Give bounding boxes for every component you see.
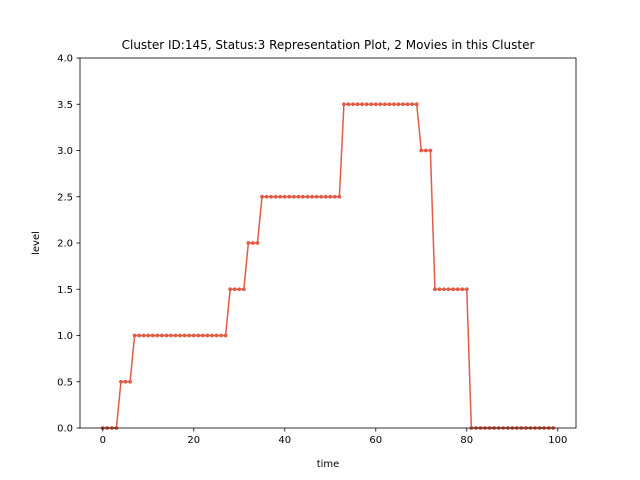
y-tick-label: 0.0	[57, 424, 73, 435]
x-tick-label: 20	[187, 435, 200, 446]
y-tick-label: 2.0	[57, 239, 73, 250]
data-point	[232, 287, 237, 292]
data-point	[173, 333, 178, 338]
data-point	[360, 102, 365, 107]
data-point	[255, 241, 260, 245]
y-axis-ticks: 0.0 0.5 1.0 1.5 2.0 2.5 3.0 3.5 4.0	[57, 54, 80, 435]
data-point	[401, 102, 405, 107]
data-point	[251, 241, 255, 245]
chart-title: Cluster ID:145, Status:3 Representation …	[122, 38, 535, 52]
data-point	[442, 287, 446, 292]
data-point	[451, 287, 456, 292]
x-axis-ticks: 0 20 40 60 80 100	[100, 428, 567, 446]
data-point	[405, 102, 410, 107]
data-point	[464, 287, 469, 292]
data-point	[387, 102, 392, 107]
data-point	[214, 333, 219, 338]
data-point	[392, 102, 396, 107]
data-point	[205, 333, 210, 338]
data-point	[351, 102, 355, 107]
data-point	[328, 194, 333, 199]
y-tick-label: 2.5	[57, 192, 73, 203]
data-point	[310, 194, 314, 199]
y-tick-label: 1.0	[57, 331, 73, 342]
data-point	[210, 333, 214, 338]
data-point	[150, 333, 155, 338]
data-point	[423, 148, 428, 153]
data-point	[260, 194, 264, 199]
data-point	[182, 333, 187, 338]
data-point	[264, 194, 269, 199]
data-point	[342, 102, 346, 107]
data-point	[228, 287, 233, 292]
x-tick-label: 40	[278, 435, 291, 446]
data-point	[196, 333, 201, 338]
data-point	[378, 102, 383, 107]
data-point	[396, 102, 401, 107]
data-point	[419, 148, 424, 153]
x-tick-label: 80	[460, 435, 473, 446]
data-point	[155, 333, 160, 338]
data-point	[369, 102, 374, 107]
data-point	[219, 333, 223, 338]
data-point	[169, 333, 173, 338]
data-point	[346, 102, 351, 107]
data-point	[301, 194, 305, 199]
data-point	[437, 287, 442, 292]
data-point	[323, 194, 328, 199]
data-point	[305, 194, 310, 199]
data-point	[187, 333, 192, 338]
data-point	[428, 148, 433, 153]
data-point	[364, 102, 369, 107]
y-tick-label: 1.5	[57, 285, 73, 296]
data-point	[132, 333, 137, 338]
data-point	[223, 333, 228, 338]
data-point	[314, 194, 319, 199]
data-point	[269, 194, 274, 199]
data-point	[237, 287, 242, 292]
data-point	[410, 102, 415, 107]
y-axis-label: level	[31, 231, 42, 255]
y-tick-label: 3.5	[57, 100, 73, 111]
data-point	[282, 194, 287, 199]
y-tick-label: 3.0	[57, 146, 73, 157]
data-point	[128, 379, 132, 384]
data-point	[433, 287, 437, 292]
data-point	[164, 333, 169, 338]
x-tick-label: 60	[369, 435, 382, 446]
data-point	[137, 333, 142, 338]
data-point	[119, 379, 123, 384]
data-point	[460, 287, 465, 292]
x-tick-label: 100	[548, 435, 567, 446]
data-point	[278, 194, 283, 199]
data-point	[123, 379, 128, 384]
data-point	[178, 333, 183, 338]
data-point	[291, 194, 296, 199]
data-point	[332, 194, 337, 199]
data-point	[160, 333, 164, 338]
data-point	[414, 102, 419, 107]
x-axis-label: time	[317, 459, 340, 470]
data-point	[296, 194, 301, 199]
data-point	[373, 102, 378, 107]
x-tick-label: 0	[100, 435, 106, 446]
data-point	[446, 287, 451, 292]
data-point	[273, 194, 278, 199]
y-tick-label: 4.0	[57, 54, 73, 65]
data-point	[141, 333, 146, 338]
data-point	[337, 194, 342, 199]
data-point	[319, 194, 324, 199]
data-point	[246, 241, 251, 245]
data-point	[146, 333, 151, 338]
data-point	[241, 287, 246, 292]
y-tick-label: 0.5	[57, 377, 73, 388]
data-point	[191, 333, 196, 338]
data-point	[287, 194, 292, 199]
data-point	[455, 287, 460, 292]
data-point	[382, 102, 387, 107]
data-point	[200, 333, 205, 338]
data-point	[355, 102, 360, 107]
